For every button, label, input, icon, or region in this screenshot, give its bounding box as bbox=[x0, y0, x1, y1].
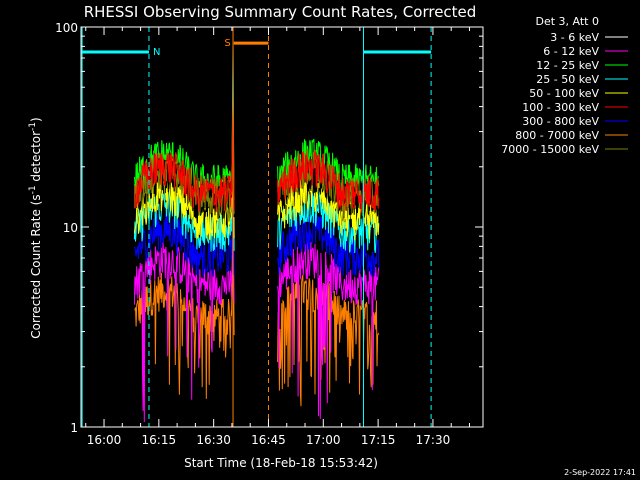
x-tick-label: 17:00 bbox=[306, 433, 341, 447]
series-trace bbox=[277, 149, 380, 213]
x-tick-label: 16:00 bbox=[87, 433, 122, 447]
y-tick-label: 10 bbox=[63, 221, 78, 235]
legend-entry-label: 100 - 300 keV bbox=[522, 101, 599, 114]
series-trace bbox=[277, 156, 380, 218]
series-trace bbox=[134, 152, 232, 213]
series-6-12kev bbox=[133, 235, 380, 423]
series-trace bbox=[133, 241, 232, 423]
legend-entry-label: 300 - 800 keV bbox=[522, 115, 599, 128]
series-25-50kev bbox=[133, 46, 380, 254]
interval-label: N bbox=[153, 47, 160, 58]
legend-header: Det 3, Att 0 bbox=[536, 15, 600, 28]
y-axis-label: Corrected Count Rate (s-1 detector-1) bbox=[28, 117, 43, 338]
legend-entry-label: 12 - 25 keV bbox=[536, 59, 599, 72]
footer-timestamp: 2-Sep-2022 17:41 bbox=[564, 468, 636, 477]
chart-title: RHESSI Observing Summary Count Rates, Co… bbox=[84, 3, 477, 21]
legend-entry-label: 50 - 100 keV bbox=[529, 87, 599, 100]
x-tick-label: 16:45 bbox=[251, 433, 286, 447]
x-tick-label: 16:15 bbox=[142, 433, 177, 447]
x-axis-label: Start Time (18-Feb-18 15:53:42) bbox=[184, 456, 378, 470]
legend-entry-label: 7000 - 15000 keV bbox=[501, 143, 599, 156]
attenuator-bars: NS bbox=[81, 38, 432, 58]
series-trace bbox=[134, 272, 232, 399]
x-tick-label: 16:30 bbox=[196, 433, 231, 447]
data-traces bbox=[133, 46, 380, 423]
series-trace bbox=[133, 152, 232, 217]
y-tick-label: 1 bbox=[70, 421, 78, 435]
axis-ticks: 16:00 16:15 16:30 16:45 17:00 17:15 17:30 1 10 10… bbox=[55, 21, 483, 447]
legend-entry-label: 800 - 7000 keV bbox=[515, 129, 599, 142]
series-trace bbox=[277, 215, 380, 277]
legend-entry-label: 6 - 12 keV bbox=[543, 45, 599, 58]
legend-entry-label: 3 - 6 keV bbox=[550, 31, 599, 44]
y-tick-label: 100 bbox=[55, 21, 78, 35]
x-tick-label: 17:30 bbox=[416, 433, 451, 447]
x-tick-label: 17:15 bbox=[361, 433, 396, 447]
legend-entry-label: 25 - 50 keV bbox=[536, 73, 599, 86]
series-trace bbox=[277, 241, 380, 420]
series-trace bbox=[133, 213, 232, 277]
interval-label: S bbox=[224, 38, 230, 49]
